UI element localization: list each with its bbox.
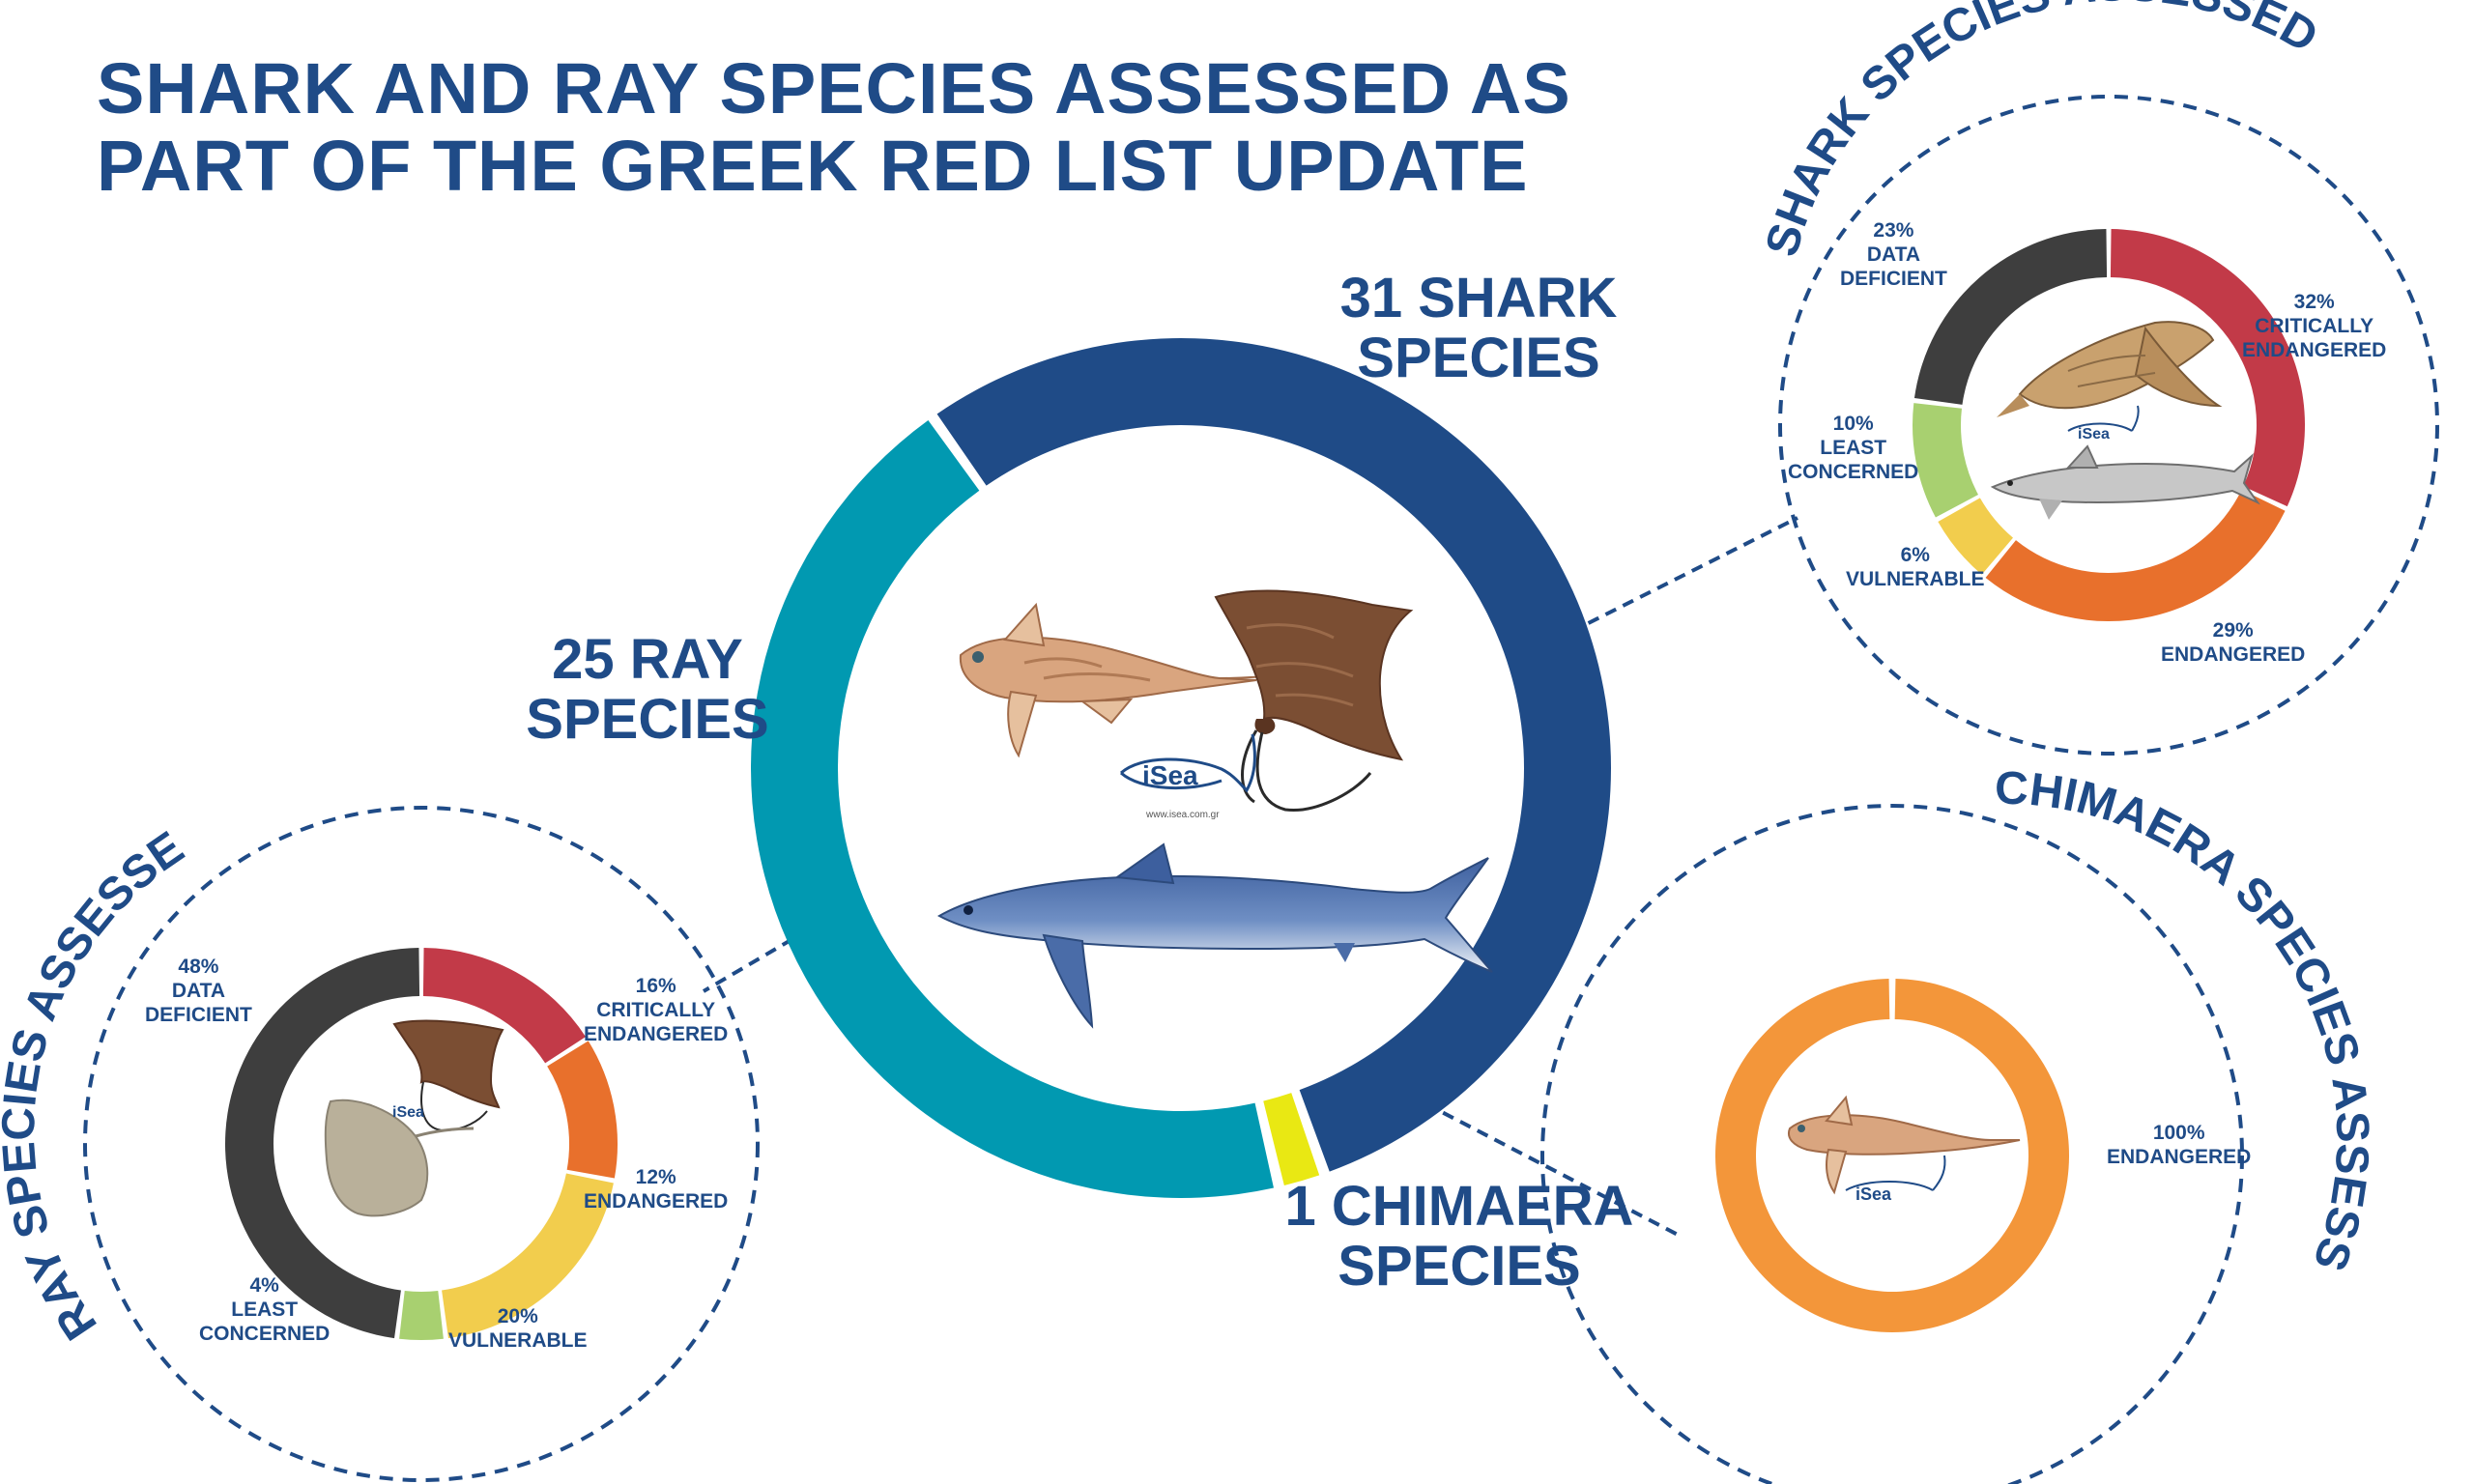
chimaera-small-illustration (1788, 1095, 2021, 1195)
shark-count-line1: 31 SHARK (1339, 267, 1618, 329)
ray-lc-line2: CONCERNED (199, 1323, 331, 1345)
shark-slice-vulnerable (1938, 498, 2014, 575)
ray-dd-line1: DATA (171, 980, 226, 1002)
shark-dd-line2: DEFICIENT (1840, 268, 1947, 290)
ray-lc-line1: LEAST (231, 1298, 299, 1321)
shark-dashed-ring (1778, 95, 2439, 756)
shark-lc-pct: 10% (1832, 413, 1874, 435)
shark-label-endangered: 29% ENDANGERED (2161, 618, 2305, 667)
ray-species-count-label: 25 RAY SPECIES (454, 630, 841, 750)
isea-logo-text: iSea (1142, 760, 1198, 790)
title-line-2: PART OF THE GREEK RED LIST UPDATE (97, 126, 1529, 206)
ray-ce-line2: ENDANGERED (584, 1023, 729, 1045)
smooth-hound-illustration (1990, 444, 2260, 520)
main-slice-chimaera-species (1263, 1093, 1320, 1185)
chimaera-count-line2: SPECIES (1338, 1235, 1581, 1298)
ray-count-line1: 25 RAY (552, 628, 743, 691)
shark-ce-line2: ENDANGERED (2242, 339, 2387, 361)
ray-dd-line2: DEFICIENT (145, 1004, 252, 1026)
shark-slice-data-deficient (1913, 229, 2108, 405)
ray-slice-endangered (547, 1041, 618, 1179)
shark-vu-pct: 6% (1900, 544, 1930, 566)
shark-donut-chart (1913, 229, 2305, 622)
isea-logo: iSea www.isea.com.gr (1119, 733, 1256, 820)
ray-vu-pct: 20% (497, 1305, 538, 1327)
ray-slice-data-deficient (225, 948, 420, 1339)
shark-slice-least-concerned (1913, 403, 1979, 518)
shark-label-least-concerned: 10% LEAST CONCERNED (1788, 412, 1918, 484)
infographic-title: SHARK AND RAY SPECIES ASSESSED AS PART O… (97, 50, 1571, 205)
shark-dd-pct: 23% (1873, 219, 1914, 242)
main-slice-shark-species (936, 338, 1611, 1172)
chimaera-label-endangered: 100% ENDANGERED (2107, 1121, 2251, 1169)
shark-label-vulnerable: 6% VULNERABLE (1846, 543, 1985, 591)
shark-ce-pct: 32% (2293, 291, 2335, 313)
shark-en-line1: ENDANGERED (2161, 643, 2306, 666)
chimaera-count-line1: 1 CHIMAERA (1284, 1175, 1634, 1238)
chimaera-en-pct: 100% (2152, 1122, 2205, 1144)
angel-shark-illustration (1997, 321, 2223, 417)
ray-label-data-deficient: 48% DATA DEFICIENT (145, 955, 252, 1027)
dashed-rings (83, 95, 2439, 1484)
main-donut-chart (751, 338, 1611, 1198)
chimaera-dashed-ring (1540, 804, 2244, 1484)
ray-donut-chart (225, 948, 618, 1340)
isea-logo-ray-text: iSea (392, 1104, 424, 1121)
shark-slice-critically-endangered (2110, 229, 2305, 507)
shark-count-line2: SPECIES (1357, 327, 1600, 389)
ray-arc-title-path: RAY SPECIES ASSESSED (0, 0, 193, 1349)
ray-ce-line1: CRITICALLY (596, 999, 716, 1021)
chimaera-species-count-label: 1 CHIMAERA SPECIES (1218, 1177, 1701, 1297)
ray-en-pct: 12% (635, 1166, 676, 1188)
ray-slice-critically-endangered (422, 948, 587, 1064)
isea-logo-url: www.isea.com.gr (1145, 810, 1220, 820)
ray-ce-pct: 16% (635, 975, 676, 997)
eagle-ray-illustration (1214, 589, 1414, 813)
ray-label-endangered: 12% ENDANGERED (584, 1165, 728, 1213)
isea-logo-ray-chart: iSea (392, 1104, 424, 1121)
ray-label-least-concerned: 4% LEAST CONCERNED (199, 1273, 330, 1346)
main-slice-ray-species (751, 419, 1274, 1198)
ray-count-line2: SPECIES (526, 688, 769, 751)
shark-label-critically-endangered: 32% CRITICALLY ENDANGERED (2242, 290, 2386, 362)
connector-ray (702, 937, 794, 993)
shark-lc-line2: CONCERNED (1788, 461, 1919, 483)
shark-species-count-label: 31 SHARK SPECIES (1266, 269, 1691, 388)
chimaera-illustration (959, 602, 1286, 758)
shark-ce-line1: CRITICALLY (2255, 315, 2374, 337)
ray-slice-least-concerned (399, 1291, 444, 1340)
isea-logo-chimaera-chart: iSea (1845, 1155, 1946, 1204)
chimaera-slice-endangered (1714, 979, 2069, 1332)
shark-label-data-deficient: 23% DATA DEFICIENT (1840, 218, 1947, 291)
shark-vu-line1: VULNERABLE (1846, 568, 1985, 590)
ray-label-vulnerable: 20% VULNERABLE (448, 1304, 588, 1353)
skate-illustration (324, 1099, 475, 1217)
chimaera-en-line1: ENDANGERED (2107, 1146, 2252, 1168)
ray-lc-pct: 4% (249, 1274, 279, 1297)
ray-label-critically-endangered: 16% CRITICALLY ENDANGERED (584, 974, 728, 1046)
isea-logo-shark-text: iSea (2078, 426, 2110, 442)
ray-dd-pct: 48% (178, 956, 219, 978)
ray-slice-vulnerable (442, 1173, 614, 1339)
ray-dashed-ring (83, 806, 760, 1482)
shark-dd-line1: DATA (1866, 243, 1921, 266)
chimaera-donut-chart (1714, 978, 2069, 1332)
isea-logo-chimaera-text: iSea (1856, 1184, 1892, 1204)
ray-vu-line1: VULNERABLE (448, 1329, 588, 1352)
shark-lc-line1: LEAST (1820, 437, 1887, 459)
ray-arc-title: RAY SPECIES ASSESSED (0, 0, 193, 1349)
blue-shark-illustration (936, 842, 1493, 1029)
shark-slice-endangered (1985, 489, 2286, 622)
shark-en-pct: 29% (2212, 619, 2254, 642)
connector-chimaera (1391, 1084, 1683, 1239)
title-line-1: SHARK AND RAY SPECIES ASSESSED AS (97, 48, 1571, 128)
isea-logo-shark-chart: iSea (2067, 405, 2140, 442)
ray-en-line1: ENDANGERED (584, 1190, 729, 1213)
